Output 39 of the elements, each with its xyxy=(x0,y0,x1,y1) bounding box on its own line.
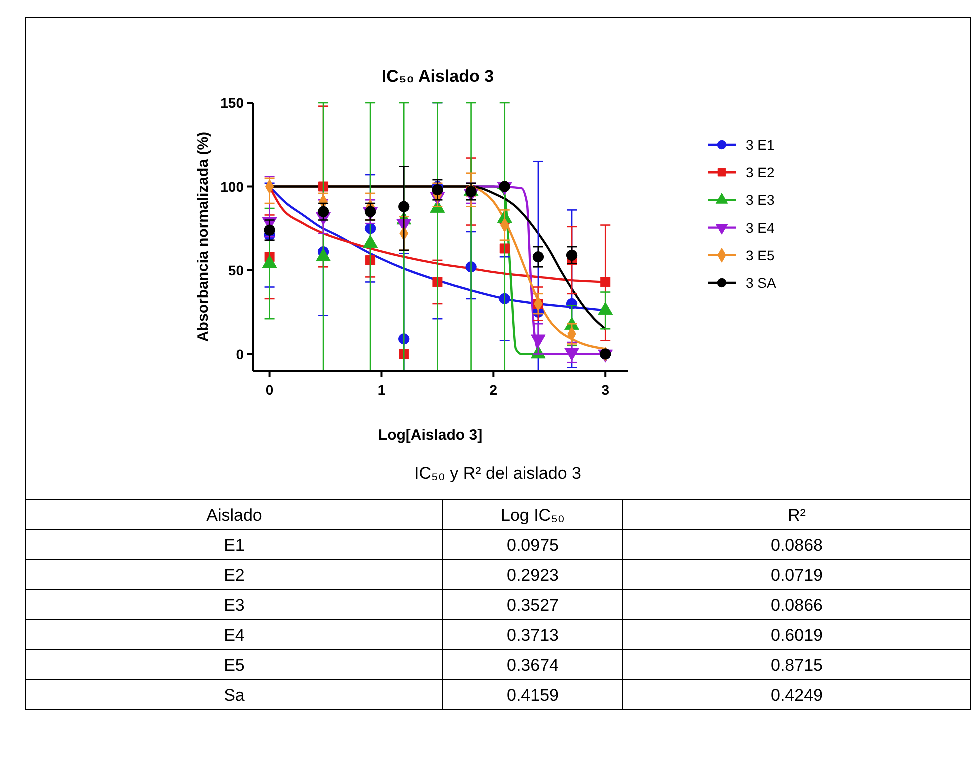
y-tick-label: E4 xyxy=(224,626,245,645)
x-tick-label: 3 xyxy=(602,382,610,398)
data-label: 0.4159 xyxy=(507,686,559,705)
x-tick-label: 2 xyxy=(490,382,498,398)
y-tick-label: E1 xyxy=(224,536,245,555)
data-label: 0.8715 xyxy=(771,656,823,675)
data-label: 0.4249 xyxy=(771,686,823,705)
y-tick-label: E5 xyxy=(224,656,245,675)
y-axis-title: Aislado xyxy=(206,506,262,525)
x-tick-label: R² xyxy=(788,506,806,525)
x-tick-label: Log IC₅₀ xyxy=(501,506,565,525)
data-label: 0.0719 xyxy=(771,566,823,585)
y-axis-title: Absorbancia normalizada (%) xyxy=(195,132,212,342)
x-axis-title: Log[Aislado 3] xyxy=(378,427,483,444)
legend-label: 3 E4 xyxy=(746,220,776,236)
legend-label: 3 E3 xyxy=(746,192,776,208)
legend-label: 3 E5 xyxy=(746,247,776,264)
y-tick-label: 150 xyxy=(220,95,244,111)
data-label: 0.3527 xyxy=(507,596,559,615)
data-label: 0.0975 xyxy=(507,536,559,555)
y-tick-label: E3 xyxy=(224,596,245,615)
data-label: 0.3713 xyxy=(507,626,559,645)
legend-label: 3 SA xyxy=(746,275,778,291)
chart-title: IC₅₀ Aislado 3 xyxy=(382,67,494,86)
y-tick-label: 50 xyxy=(228,262,244,278)
y-tick-label: 0 xyxy=(236,346,244,362)
y-tick-label: 100 xyxy=(220,178,244,195)
y-tick-label: Sa xyxy=(224,686,246,705)
legend-label: 3 E1 xyxy=(746,137,776,153)
x-tick-label: 0 xyxy=(266,382,274,398)
x-tick-label: 1 xyxy=(378,382,386,398)
data-label: 0.6019 xyxy=(771,626,823,645)
legend-label: 3 E2 xyxy=(746,164,776,181)
chart-title: IC₅₀ y R² del aislado 3 xyxy=(414,464,582,483)
data-label: 0.3674 xyxy=(507,656,559,675)
data-label: 0.0868 xyxy=(771,536,823,555)
y-tick-label: E2 xyxy=(224,566,245,585)
data-label: 0.0866 xyxy=(771,596,823,615)
data-label: 0.2923 xyxy=(507,566,559,585)
